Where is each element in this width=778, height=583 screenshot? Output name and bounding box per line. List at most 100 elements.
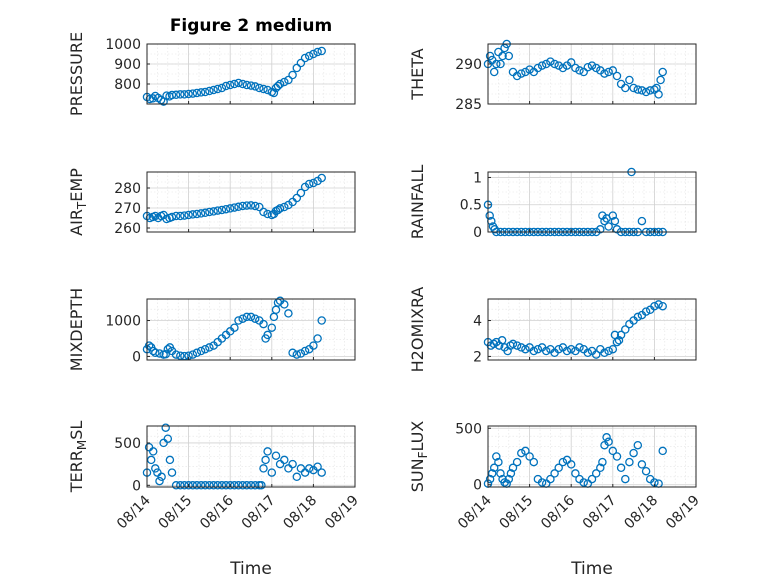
y-tick-label: 285 bbox=[455, 97, 482, 113]
data-point bbox=[529, 457, 539, 467]
data-point bbox=[273, 81, 283, 91]
data-point bbox=[163, 434, 173, 443]
data-point bbox=[598, 211, 607, 220]
data-point bbox=[280, 300, 289, 309]
data-point bbox=[633, 85, 643, 94]
data-point bbox=[213, 84, 222, 94]
data-point bbox=[637, 460, 647, 469]
data-point bbox=[313, 47, 322, 57]
data-point bbox=[188, 210, 198, 219]
data-point bbox=[188, 481, 198, 490]
data-point bbox=[610, 216, 620, 226]
data-point bbox=[148, 447, 158, 456]
data-point bbox=[537, 478, 547, 487]
data-point bbox=[625, 75, 634, 85]
data-point bbox=[180, 481, 189, 490]
data-point bbox=[196, 481, 206, 490]
data-point bbox=[242, 201, 252, 210]
data-point bbox=[296, 188, 306, 198]
data-point bbox=[296, 349, 306, 358]
data-point bbox=[267, 323, 277, 332]
data-point bbox=[184, 481, 193, 490]
x-axis-label: Time bbox=[229, 559, 272, 579]
y-tick-label: 2 bbox=[473, 349, 482, 365]
y-axis-label: MIXDEPTH bbox=[67, 288, 86, 371]
data-point bbox=[504, 51, 514, 61]
data-point bbox=[587, 61, 597, 70]
data-point bbox=[591, 63, 601, 73]
data-point bbox=[246, 481, 256, 490]
data-point bbox=[309, 341, 318, 350]
data-point bbox=[317, 468, 326, 477]
y-axis-label: H2OMIXRA bbox=[408, 287, 427, 373]
data-point bbox=[492, 452, 501, 461]
y-tick-label: 800 bbox=[114, 77, 141, 93]
data-point bbox=[246, 312, 256, 322]
subplot-terr-msl: 0 500 08/14 08/15 08/16 08/17 08/18 08/19 Time TE… bbox=[67, 421, 362, 579]
data-point bbox=[558, 457, 568, 467]
data-point bbox=[633, 440, 643, 450]
data-point bbox=[171, 350, 181, 359]
data-point bbox=[184, 89, 193, 99]
data-point bbox=[604, 67, 613, 77]
data-point bbox=[176, 351, 185, 360]
data-point bbox=[263, 447, 272, 456]
data-point bbox=[163, 344, 173, 354]
data-point bbox=[508, 339, 518, 349]
data-point bbox=[157, 472, 166, 482]
data-point bbox=[238, 481, 247, 490]
data-point bbox=[155, 349, 164, 358]
data-point bbox=[255, 202, 264, 212]
data-point bbox=[225, 204, 235, 213]
data-point bbox=[250, 82, 260, 91]
subplot-h2omixra: 2 4 H2OMIXRA bbox=[408, 287, 697, 373]
y-tick-label: 900 bbox=[114, 57, 141, 73]
data-point bbox=[485, 211, 494, 220]
data-point bbox=[654, 300, 663, 309]
data-point bbox=[284, 309, 293, 318]
data-point bbox=[192, 348, 202, 358]
data-point bbox=[517, 69, 526, 78]
data-point bbox=[217, 205, 227, 215]
data-point bbox=[317, 46, 326, 56]
data-point bbox=[167, 90, 177, 100]
axes-box bbox=[146, 298, 356, 361]
axes-box bbox=[487, 43, 697, 105]
data-point bbox=[225, 481, 235, 490]
data-point bbox=[571, 469, 580, 478]
data-point bbox=[280, 77, 289, 87]
data-point bbox=[167, 468, 177, 477]
data-point bbox=[612, 337, 622, 347]
data-point bbox=[562, 455, 572, 465]
data-point bbox=[600, 348, 609, 358]
data-point bbox=[487, 469, 497, 478]
data-point bbox=[517, 448, 526, 458]
data-point bbox=[230, 79, 239, 89]
data-point bbox=[255, 83, 264, 93]
data-point bbox=[176, 90, 185, 99]
data-point bbox=[304, 51, 314, 61]
plot-area bbox=[146, 425, 356, 488]
data-point bbox=[171, 211, 181, 221]
data-point bbox=[525, 65, 534, 74]
data-point bbox=[221, 81, 231, 91]
data-point bbox=[521, 446, 530, 456]
data-point bbox=[550, 469, 559, 478]
axes-box bbox=[146, 425, 356, 488]
data-point bbox=[205, 86, 214, 96]
data-point bbox=[512, 457, 522, 467]
data-point bbox=[257, 481, 266, 490]
x-tick-label: 08/19 bbox=[322, 493, 362, 533]
data-point bbox=[176, 481, 185, 490]
data-point bbox=[566, 460, 576, 469]
data-point bbox=[504, 474, 514, 484]
data-point bbox=[566, 344, 576, 354]
data-point bbox=[598, 457, 607, 467]
y-axis-label: PRESSURE bbox=[67, 32, 86, 116]
data-point bbox=[489, 67, 499, 77]
y-tick-label: 280 bbox=[114, 181, 141, 197]
data-point bbox=[529, 346, 539, 356]
data-point bbox=[621, 83, 630, 93]
data-point bbox=[629, 448, 638, 458]
data-point bbox=[200, 208, 210, 218]
